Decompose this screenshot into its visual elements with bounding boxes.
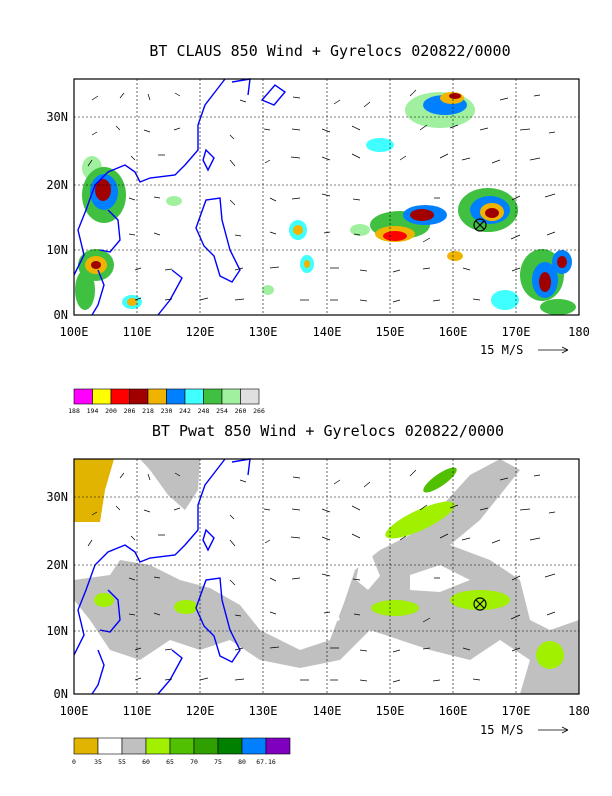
bottom-colorbar-swatch xyxy=(265,737,291,755)
top-colorbar-label: 260 xyxy=(235,407,247,415)
bottom-colorbar-swatch xyxy=(193,737,219,755)
top-colorbar-label: 254 xyxy=(216,407,228,415)
top-colorbar-swatch xyxy=(240,388,260,405)
top-reference-label: 15 M/S xyxy=(480,343,523,357)
bottom-reference-vector: 15 M/S xyxy=(480,723,569,737)
top-y-tick: 20N xyxy=(46,178,68,192)
top-colorbar-label: 188 xyxy=(68,407,80,415)
top-y-tick: 30N xyxy=(46,110,68,124)
top-shading xyxy=(75,92,576,315)
bottom-colorbar-label: 60 xyxy=(142,758,150,766)
top-colorbar: 188 194 200 206 218 230 242 248 254 260 266 xyxy=(68,388,265,415)
bottom-colorbar: 0 35 55 60 65 70 75 80 67.16 xyxy=(72,737,291,766)
top-x-tick: 100E xyxy=(60,325,89,339)
bottom-y-tick: 0N xyxy=(54,687,68,701)
bottom-x-tick: 150E xyxy=(376,704,405,718)
top-x-tick: 180 xyxy=(568,325,590,339)
top-x-axis: 100E 110E 120E 130E 140E 150E 160E 170E … xyxy=(60,325,590,339)
top-x-tick: 170E xyxy=(502,325,531,339)
top-colorbar-swatch xyxy=(166,388,186,405)
top-x-tick: 110E xyxy=(123,325,152,339)
bottom-colorbar-label: 67.16 xyxy=(256,758,276,766)
top-colorbar-swatch xyxy=(129,388,149,405)
bottom-colorbar-swatch xyxy=(145,737,171,755)
bottom-x-tick: 110E xyxy=(123,704,152,718)
bottom-x-tick: 100E xyxy=(60,704,89,718)
top-colorbar-swatch xyxy=(73,388,93,405)
top-y-axis: 0N 10N 20N 30N xyxy=(46,110,68,322)
bottom-colorbar-label: 65 xyxy=(166,758,174,766)
top-gyreloc-marker xyxy=(473,218,487,232)
top-x-tick: 120E xyxy=(186,325,215,339)
bottom-colorbar-label: 55 xyxy=(118,758,126,766)
bottom-x-tick: 130E xyxy=(249,704,278,718)
bottom-colorbar-swatch xyxy=(241,737,267,755)
bottom-title: BT Pwat 850 Wind + Gyrelocs 020822/0000 xyxy=(152,422,504,440)
bottom-x-tick: 140E xyxy=(313,704,342,718)
bottom-x-tick: 120E xyxy=(186,704,215,718)
bottom-colorbar-label: 0 xyxy=(72,758,76,766)
bottom-colorbar-swatch xyxy=(121,737,147,755)
top-y-tick: 10N xyxy=(46,243,68,257)
bottom-x-tick: 170E xyxy=(502,704,531,718)
top-colorbar-label: 266 xyxy=(253,407,265,415)
top-gridlines xyxy=(74,79,579,315)
top-map xyxy=(73,78,580,316)
bottom-colorbar-swatch xyxy=(97,737,123,755)
top-colorbar-swatch xyxy=(203,388,223,405)
bottom-x-axis: 100E 110E 120E 130E 140E 150E 160E 170E … xyxy=(60,704,590,718)
top-colorbar-swatch xyxy=(110,388,130,405)
bottom-y-axis: 0N 10N 20N 30N xyxy=(46,490,68,701)
top-colorbar-label: 248 xyxy=(198,407,210,415)
bottom-colorbar-label: 80 xyxy=(238,758,246,766)
top-colorbar-label: 206 xyxy=(124,407,136,415)
bottom-x-tick: 160E xyxy=(439,704,468,718)
top-x-tick: 130E xyxy=(249,325,278,339)
top-x-tick: 140E xyxy=(313,325,342,339)
top-title: BT CLAUS 850 Wind + Gyrelocs 020822/0000 xyxy=(149,42,510,60)
bottom-gyreloc-marker xyxy=(473,597,487,611)
bottom-colorbar-label: 70 xyxy=(190,758,198,766)
top-reference-vector: 15 M/S xyxy=(480,343,569,357)
bottom-y-tick: 10N xyxy=(46,624,68,638)
top-x-tick: 150E xyxy=(376,325,405,339)
bottom-colorbar-swatch xyxy=(169,737,195,755)
top-colorbar-swatch xyxy=(184,388,204,405)
top-colorbar-label: 230 xyxy=(161,407,173,415)
bottom-y-tick: 20N xyxy=(46,558,68,572)
bottom-reference-label: 15 M/S xyxy=(480,723,523,737)
bottom-colorbar-label: 75 xyxy=(214,758,222,766)
top-y-tick: 0N xyxy=(54,308,68,322)
top-x-tick: 160E xyxy=(439,325,468,339)
bottom-colorbar-label: 35 xyxy=(94,758,102,766)
bottom-colorbar-swatch xyxy=(217,737,243,755)
bottom-map xyxy=(73,458,580,695)
bottom-colorbar-swatch xyxy=(73,737,99,755)
top-colorbar-swatch xyxy=(92,388,112,405)
bottom-gridlines xyxy=(74,459,579,694)
top-colorbar-swatch xyxy=(221,388,241,405)
top-colorbar-label: 218 xyxy=(142,407,154,415)
bottom-y-tick: 30N xyxy=(46,490,68,504)
top-colorbar-label: 242 xyxy=(179,407,191,415)
top-colorbar-label: 200 xyxy=(105,407,117,415)
bottom-x-tick: 180 xyxy=(568,704,590,718)
top-colorbar-label: 194 xyxy=(87,407,99,415)
top-colorbar-swatch xyxy=(147,388,167,405)
bottom-wind-vectors xyxy=(87,469,556,683)
top-wind-vectors xyxy=(87,89,556,303)
